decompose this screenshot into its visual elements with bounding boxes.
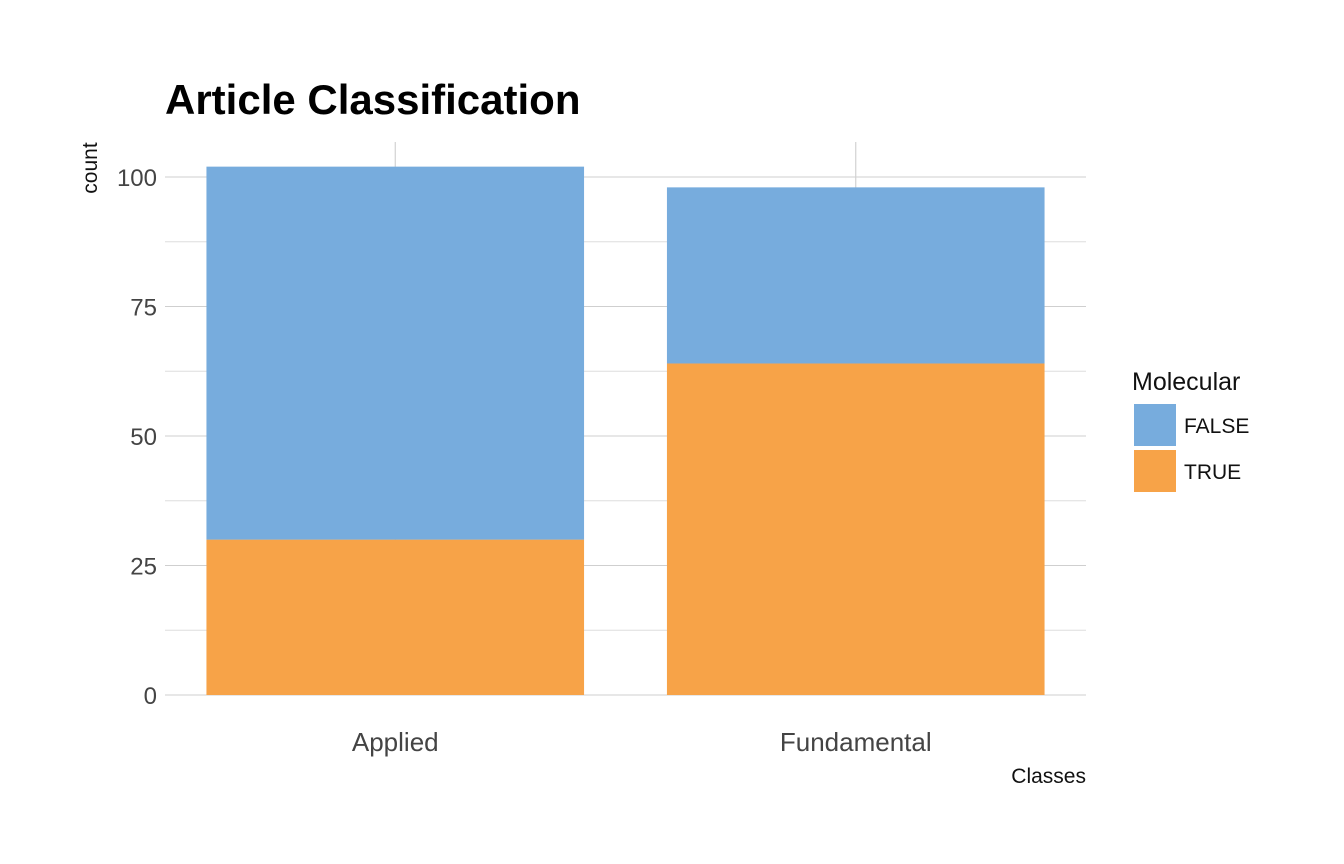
y-tick-label: 50 xyxy=(130,424,157,451)
legend-swatch-false xyxy=(1134,404,1176,446)
y-tick-label: 100 xyxy=(117,165,157,192)
bar-applied-true xyxy=(206,539,585,695)
y-tick-labels: 0 25 50 75 100 xyxy=(117,165,157,710)
legend-swatch-true xyxy=(1134,450,1176,492)
bar-applied-false xyxy=(206,166,585,540)
y-tick-label: 25 xyxy=(130,554,157,581)
legend-title: Molecular xyxy=(1132,368,1240,396)
bar-fundamental-true xyxy=(666,363,1045,695)
y-axis-label: count xyxy=(79,142,102,194)
y-tick-label: 0 xyxy=(144,683,157,710)
x-tick-label: Applied xyxy=(352,727,439,757)
legend: Molecular FALSE TRUE xyxy=(1132,368,1249,492)
legend-label-true: TRUE xyxy=(1184,461,1241,484)
bars xyxy=(206,166,1045,695)
x-tick-label: Fundamental xyxy=(780,727,932,757)
y-tick-label: 75 xyxy=(130,295,157,322)
x-tick-labels: Applied Fundamental xyxy=(352,727,932,757)
bar-fundamental-false xyxy=(666,187,1045,364)
legend-items: FALSE TRUE xyxy=(1134,404,1249,492)
chart-title: Article Classification xyxy=(165,76,580,123)
x-axis-label: Classes xyxy=(1011,765,1086,788)
legend-label-false: FALSE xyxy=(1184,415,1249,438)
